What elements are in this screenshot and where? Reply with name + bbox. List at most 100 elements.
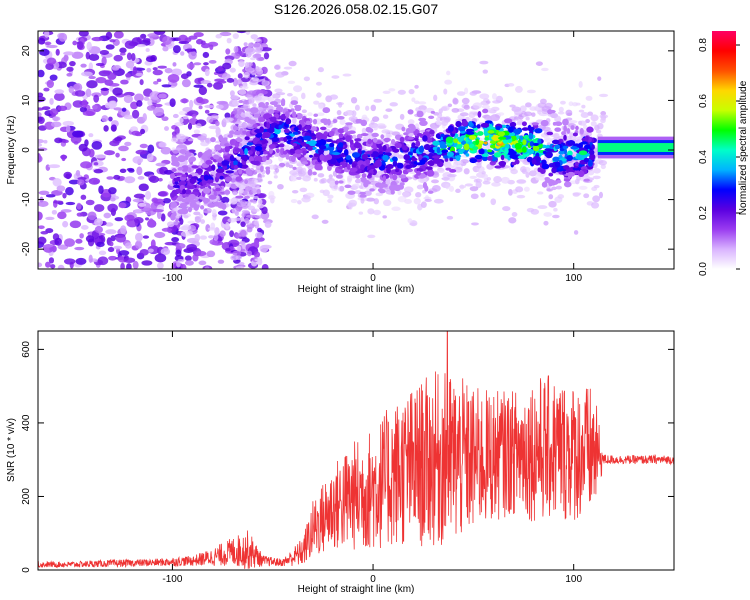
spectrogram-blob <box>500 176 510 184</box>
spectrogram-blob <box>199 205 205 210</box>
spectrogram-blob <box>331 140 338 144</box>
spectrogram-blob <box>349 167 358 173</box>
spectrogram-blob <box>591 202 600 209</box>
spectrogram-blob <box>187 167 192 173</box>
spectrogram-blob <box>346 163 351 170</box>
spectrogram-blob <box>123 114 134 120</box>
spectrogram-blob <box>328 130 335 137</box>
spectrogram-blob <box>152 209 164 213</box>
spectrogram-blob <box>485 115 494 122</box>
spectrogram-blob <box>124 214 135 222</box>
spectrogram-blob <box>233 46 239 53</box>
spectrogram-blob <box>257 198 263 205</box>
spectrogram-blob <box>476 124 481 129</box>
spectrogram-blob <box>307 168 313 176</box>
spectrogram-blob <box>217 259 225 264</box>
spectrogram-blob <box>241 164 249 169</box>
spectrogram-blob <box>597 122 604 130</box>
spectrogram-blob <box>229 90 235 97</box>
spectrogram-blob <box>176 260 181 268</box>
spectrogram-blob <box>108 82 120 87</box>
spectrogram-blob <box>210 222 216 230</box>
spectrogram-blob <box>175 243 186 249</box>
spectrogram-blob <box>419 159 426 165</box>
spectrogram-blob <box>225 48 231 55</box>
spectrogram-blob <box>407 119 415 125</box>
spectrogram-blob <box>43 87 50 92</box>
spectrogram-blob <box>443 155 448 159</box>
spectrogram-blob <box>170 201 178 208</box>
spectrogram-blob <box>72 100 84 108</box>
spectrogram-blob <box>147 98 153 107</box>
spectrogram-blob <box>53 200 64 204</box>
spectrogram-blob <box>184 260 194 266</box>
spectrogram-y-tick-label: 0 <box>21 147 32 153</box>
spectrogram-blob <box>145 56 156 63</box>
spectrogram-blob <box>38 107 45 111</box>
spectrogram-blob <box>132 156 144 164</box>
spectrogram-blob <box>411 97 416 103</box>
spectrogram-blob <box>363 190 372 197</box>
spectrogram-blob <box>482 108 489 114</box>
spectrogram-blob <box>441 105 450 111</box>
spectrogram-blob <box>578 120 587 126</box>
spectrogram-blob <box>343 128 349 133</box>
spectrogram-blob <box>258 93 265 98</box>
spectrogram-blob <box>132 109 140 119</box>
spectrogram-blob <box>482 69 488 74</box>
spectrogram-blob <box>391 206 401 212</box>
spectrogram-blob <box>249 119 257 125</box>
spectrogram-blob <box>115 152 120 158</box>
spectrogram-blob <box>118 250 130 256</box>
spectrogram-blob <box>210 137 216 143</box>
spectrogram-blob <box>169 173 176 180</box>
spectrogram-blob <box>541 67 549 72</box>
spectrogram-blob <box>587 160 593 167</box>
spectrogram-blob <box>227 134 234 138</box>
spectrogram-blob <box>508 126 514 133</box>
spectrogram-blob <box>177 166 184 171</box>
spectrogram-blob <box>305 120 311 126</box>
spectrogram-blob <box>383 133 393 138</box>
spectrogram-blob <box>396 162 404 169</box>
spectrogram-blob <box>253 113 261 118</box>
spectrogram-blob <box>186 244 198 251</box>
spectrogram-blob <box>254 215 264 219</box>
spectrogram-blob <box>137 176 145 180</box>
spectrogram-blob <box>459 184 465 190</box>
spectrogram-blob <box>193 62 202 66</box>
spectrogram-blob <box>447 103 453 108</box>
spectrogram-blob <box>383 137 391 142</box>
spectrogram-blob <box>562 170 567 175</box>
spectrogram-blob <box>87 211 97 221</box>
spectrogram-blob <box>238 168 243 175</box>
spectrogram-blob <box>58 32 68 42</box>
snr-x-tick-label: 0 <box>370 574 376 585</box>
spectrogram-blob <box>171 168 177 173</box>
spectrogram-blob <box>313 113 319 117</box>
spectrogram-blob <box>109 39 116 43</box>
spectrogram-blob <box>191 113 197 119</box>
spectrogram-blob <box>361 114 368 120</box>
spectrogram-blob <box>535 61 543 66</box>
spectrogram-blob <box>287 80 296 85</box>
spectrogram-blob <box>191 165 199 169</box>
spectrogram-blob <box>227 217 238 223</box>
spectrogram-blob <box>292 117 297 124</box>
colorbar-ticks: 0.0 0.2 0.4 0.6 0.8 <box>698 38 740 276</box>
spectrogram-blob <box>555 185 562 190</box>
spectrogram-blob <box>352 134 357 140</box>
spectrogram-blob <box>53 92 65 102</box>
spectrogram-blob <box>583 124 588 130</box>
spectrogram-blob <box>101 115 109 123</box>
spectrogram-blob <box>128 168 135 173</box>
spectrogram-blob <box>51 209 58 215</box>
spectrogram-blob <box>338 133 344 139</box>
spectrogram-blob <box>447 151 455 157</box>
spectrogram-blob <box>172 113 179 119</box>
spectrogram-blob <box>543 212 552 217</box>
snr-x-tick-label: -100 <box>162 574 182 585</box>
spectrogram-blob <box>313 153 321 158</box>
spectrogram-blob <box>153 107 165 117</box>
spectrogram-blob <box>76 212 84 217</box>
